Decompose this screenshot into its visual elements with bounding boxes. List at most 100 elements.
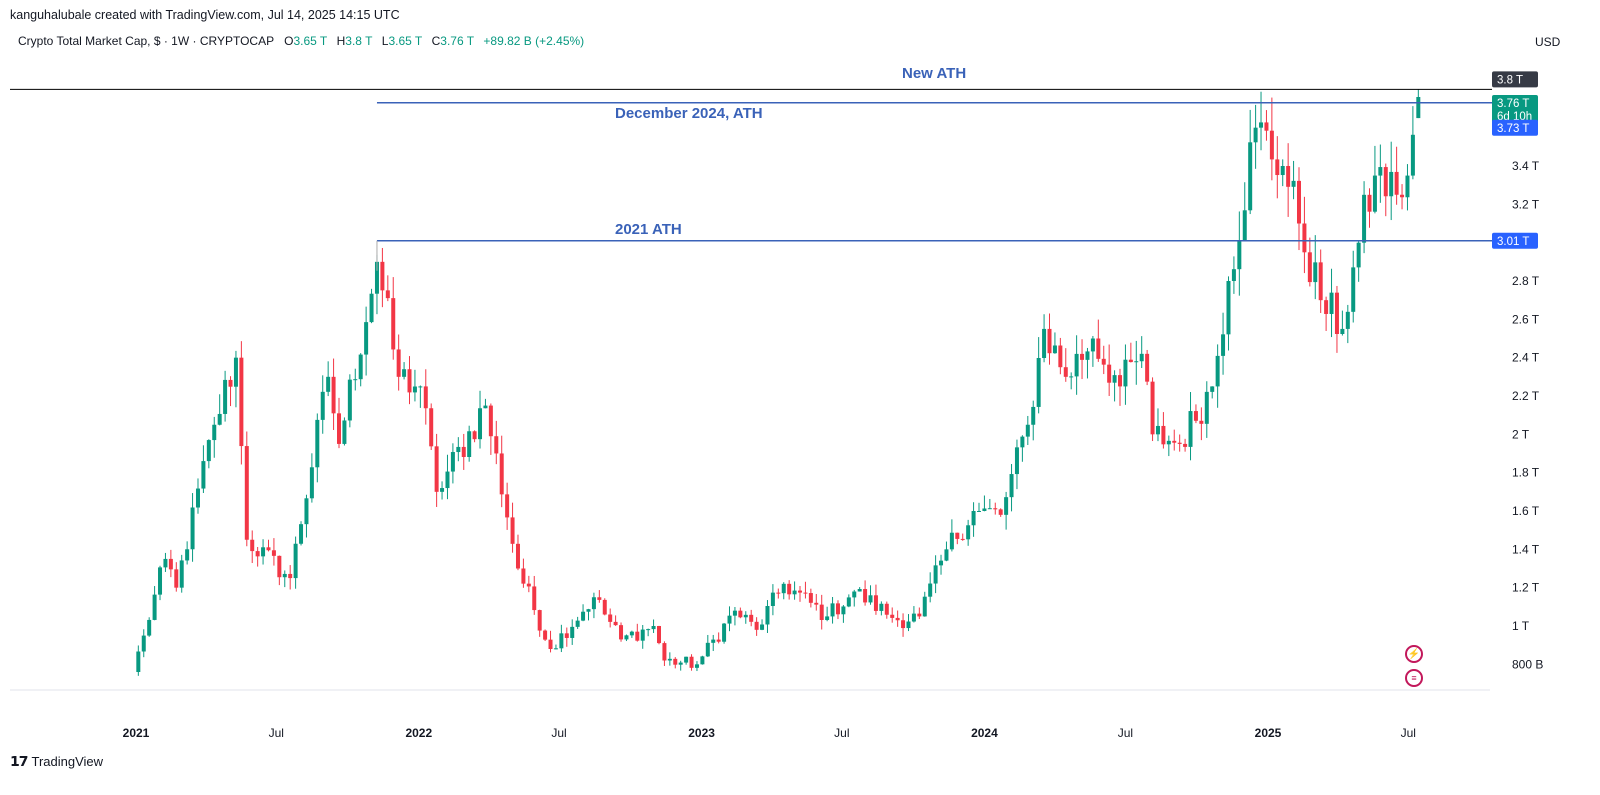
candle [949,519,954,552]
candle [369,288,374,324]
candle [911,606,916,623]
candle [564,627,569,647]
x-tick-label: Jul [834,726,849,740]
candle [244,431,249,547]
candle-body [597,597,602,600]
candle-body [423,386,428,409]
candle [326,361,331,397]
candle-body [374,261,379,294]
candle-body [1080,353,1085,360]
candle [1042,314,1047,363]
candle-body [1324,300,1329,314]
symbol-name: Crypto Total Market Cap, $ · 1W · CRYPTO… [18,34,275,48]
candle [396,334,401,391]
candle [434,433,439,507]
candle [705,634,710,658]
candle [282,570,287,588]
candle [901,613,906,637]
us-flag-icon[interactable]: ≡ [1405,669,1423,687]
candle [1090,335,1095,367]
candle-body [1280,166,1285,176]
candle [1378,144,1383,203]
candle-body [244,446,249,540]
candle-body [765,605,770,625]
candle-body [1063,367,1068,377]
candle [1107,344,1112,397]
candle [667,652,672,666]
candle-body [1188,411,1193,447]
candle-body [852,591,857,598]
lightning-icon[interactable]: ⚡ [1405,645,1423,663]
candle [1259,91,1264,151]
candle [602,598,607,616]
currency-label[interactable]: USD [1535,35,1561,49]
candle-body [353,379,358,381]
candle [781,582,786,600]
tradingview-logo-icon: 𝟭𝟳 [10,753,29,769]
candle-body [1383,167,1388,197]
candle [570,619,575,645]
candle-body [646,629,651,631]
candle-body [478,408,483,440]
candle-body [1172,440,1177,443]
time-axis[interactable]: 2021 Jul 2022 Jul 2023 Jul 2024 Jul 2025 Jul [123,726,1416,740]
candle-body [868,595,873,603]
candle [662,641,667,666]
candle [402,362,407,380]
candle [1410,106,1415,180]
candle [711,634,716,652]
candle [835,600,840,620]
candle-body [407,369,412,393]
candle-body [1134,361,1139,363]
candle-body [1193,411,1198,421]
candle [825,606,830,622]
tradingview-footer[interactable]: 𝟭𝟳 TradingView [10,753,103,770]
candle-body [1069,376,1074,378]
candle [803,581,808,599]
candle-body [179,560,184,588]
candle [1221,312,1226,375]
candle-body [1199,420,1204,424]
candle-body [798,590,803,593]
candle-body [993,508,998,510]
candle-body [1400,194,1405,198]
candle-body [206,440,211,462]
candle-body [1318,262,1323,301]
candle-body [1221,334,1226,356]
candle [1052,332,1057,354]
candle [732,607,737,626]
candle-body [825,616,830,620]
candle-body [505,494,510,518]
candle-body [1183,443,1188,447]
candle-body [326,376,331,392]
candle-body [640,629,645,641]
candle-body [922,596,927,617]
candle-body [304,498,309,525]
candle-body [624,635,629,640]
candle-body [890,614,895,618]
candle-body [147,619,152,636]
candle [440,481,445,500]
candle [1296,167,1301,251]
candle-body [1259,122,1264,128]
candle [391,277,396,360]
candle-body [532,586,537,611]
candle [1351,250,1356,323]
candle-body [1177,442,1182,444]
candle [212,416,217,458]
candle-body [1085,351,1090,360]
candle [976,502,981,512]
candle [548,630,553,653]
candle [1253,104,1258,169]
price-axis[interactable]: 800 B 1 T 1.2 T 1.4 T 1.6 T 1.8 T 2 T 2.2 T 2.4 … [1512,159,1543,671]
candle [423,369,428,425]
ath-2021-level-tag: 3.01 T [1497,236,1529,248]
open-value: 3.65 T [293,34,328,48]
candle-body [678,662,683,665]
candle-body [450,452,455,472]
high-price-tag-bg [1492,71,1538,88]
candle [933,555,938,594]
candle-body [1345,311,1350,329]
candle-body [873,595,878,611]
